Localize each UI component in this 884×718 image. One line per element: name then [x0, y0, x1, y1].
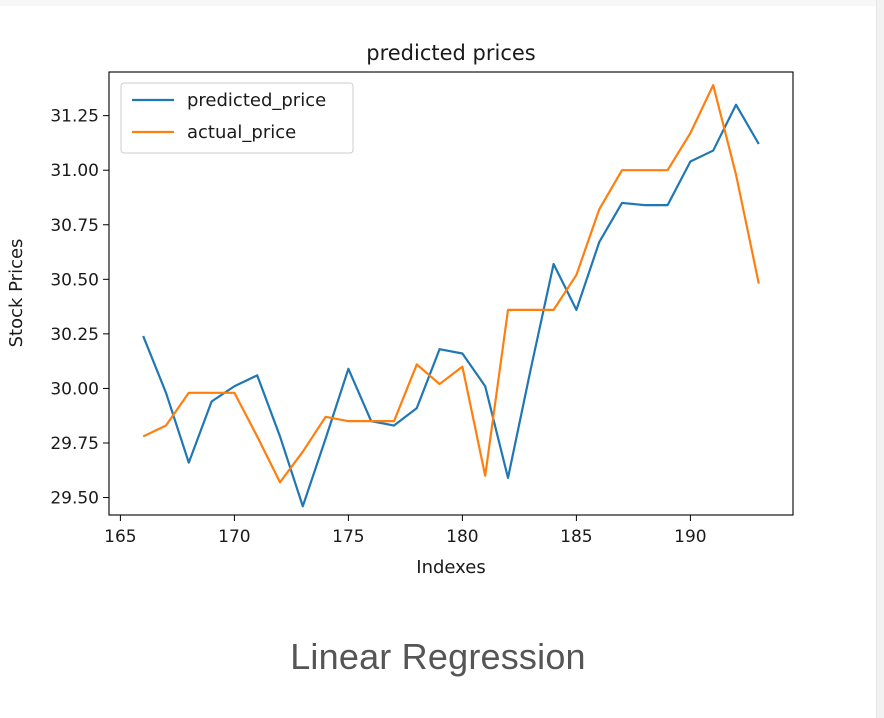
y-tick-label: 31.25 — [50, 107, 99, 127]
axis-ticks: 165 170 175 180 185 190 29.50 29.75 30.00 30.25 30… — [50, 107, 706, 547]
x-tick-label: 185 — [560, 527, 592, 547]
line-chart: predicted prices 165 170 175 180 185 190 29.50… — [6, 41, 794, 578]
legend-box — [120, 82, 354, 154]
x-tick-label: 175 — [332, 527, 364, 547]
x-tick-label: 180 — [446, 527, 478, 547]
y-tick-label: 31.00 — [50, 161, 99, 181]
y-tick-label: 30.50 — [50, 270, 99, 290]
y-tick-label: 30.25 — [50, 325, 99, 345]
y-tick-label: 30.75 — [50, 216, 99, 236]
caption: Linear Regression — [290, 636, 586, 677]
y-axis-label: Stock Prices — [6, 239, 27, 348]
x-tick-label: 170 — [218, 527, 250, 547]
scrollbar-track[interactable] — [876, 0, 884, 718]
legend-label-actual: actual_price — [187, 122, 296, 143]
chart-title: predicted prices — [366, 41, 536, 65]
data-lines — [142, 83, 760, 508]
top-border — [0, 0, 884, 6]
plot-frame — [108, 71, 794, 516]
x-tick-label: 190 — [674, 527, 706, 547]
legend: predicted_price actual_price — [120, 82, 354, 154]
y-tick-label: 29.75 — [50, 434, 99, 454]
series-line-predicted-price — [142, 103, 760, 508]
y-tick-label: 30.00 — [50, 379, 99, 399]
y-tick-label: 29.50 — [50, 489, 99, 509]
legend-label-predicted: predicted_price — [187, 90, 326, 111]
series-line-actual-price — [142, 83, 760, 484]
x-axis-label: Indexes — [416, 557, 485, 578]
x-tick-label: 165 — [104, 527, 136, 547]
